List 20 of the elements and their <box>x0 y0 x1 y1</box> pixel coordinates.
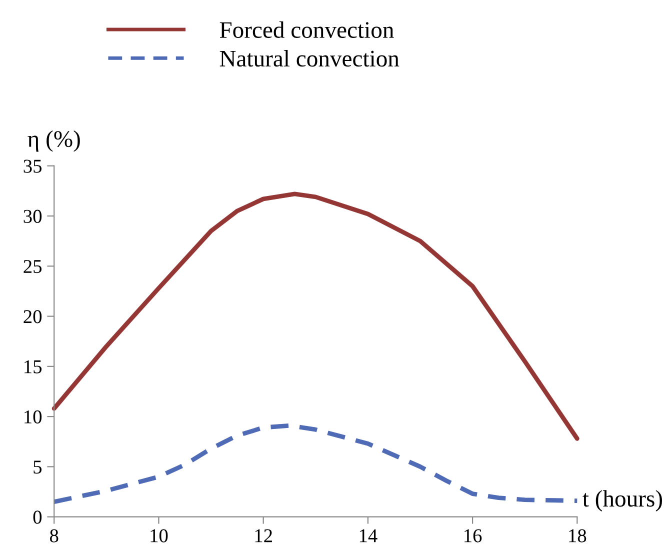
y-tick-label: 5 <box>34 460 42 474</box>
line-series <box>52 423 580 504</box>
y-tick-label: 0 <box>33 510 42 524</box>
x-tick-label: 16 <box>464 529 482 542</box>
legend-label: Natural convection <box>220 50 400 67</box>
x-tick-label: 10 <box>150 529 168 542</box>
y-tick-label: 35 <box>24 160 42 173</box>
y-tick-label: 30 <box>24 210 42 223</box>
x-axis-title: t (hours) <box>582 490 662 512</box>
x-tick-label: 14 <box>360 529 378 542</box>
y-tick-label: 20 <box>24 310 42 324</box>
x-tick-label: 12 <box>255 529 272 542</box>
x-tick-label: 18 <box>569 529 586 542</box>
y-tick-label: 15 <box>24 360 42 374</box>
x-tick-label: 8 <box>50 529 58 542</box>
y-tick-label: 10 <box>24 410 42 424</box>
legend-label: Forced convection <box>220 21 394 38</box>
y-tick-label: 25 <box>24 260 42 274</box>
line-series <box>52 192 580 441</box>
y-axis-title: η (%) <box>28 130 80 152</box>
